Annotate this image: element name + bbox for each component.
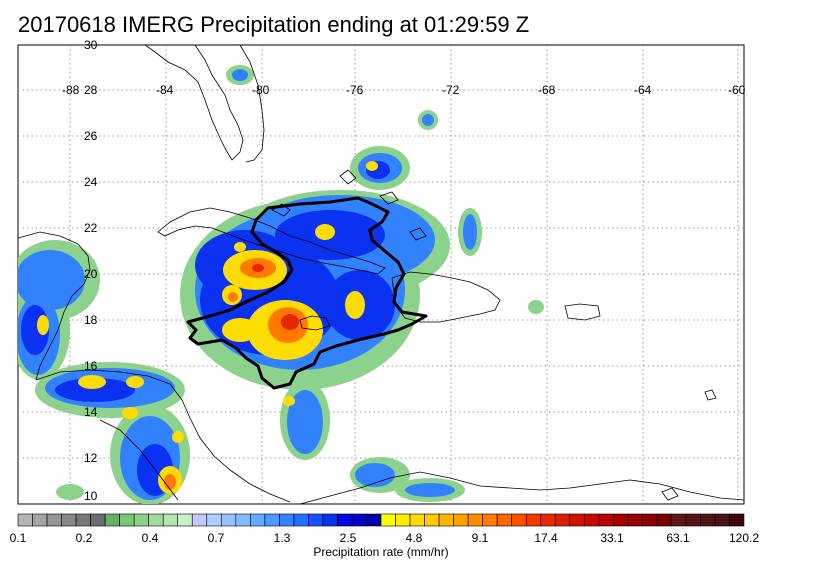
colorbar-swatch — [467, 513, 483, 527]
highlighted-region-outline — [186, 196, 428, 390]
colorbar-swatch — [46, 513, 62, 527]
colorbar-swatch — [206, 513, 222, 527]
colorbar-swatch — [642, 513, 658, 527]
colorbar-swatch — [496, 513, 512, 527]
colorbar-swatch — [583, 513, 600, 527]
colorbar-swatch — [351, 513, 367, 527]
lon-label: -88 — [62, 83, 80, 97]
colorbar-swatch — [293, 513, 309, 527]
lat-label: 28 — [84, 83, 98, 97]
colorbar-tick-label: 120.2 — [729, 531, 759, 545]
colorbar-swatch — [554, 513, 571, 527]
colorbar-swatch — [279, 513, 295, 527]
lon-label: -84 — [156, 83, 174, 97]
colorbar-swatch — [162, 513, 179, 527]
colorbar-swatch — [627, 513, 643, 527]
lon-label: -76 — [346, 83, 364, 97]
colorbar-tick-label: 63.1 — [666, 531, 690, 545]
colorbar-tick-label: 1.3 — [274, 531, 291, 545]
colorbar-swatch — [395, 513, 411, 527]
colorbar-title: Precipitation rate (mm/hr) — [313, 545, 448, 559]
colorbar-tick-label: 0.4 — [142, 531, 159, 545]
colorbar-swatch — [104, 513, 120, 527]
lat-label: 18 — [84, 313, 98, 327]
colorbar-swatch — [322, 513, 338, 527]
colorbar-swatch — [700, 513, 716, 527]
colorbar-swatch — [613, 513, 629, 527]
colorbar-tick-label: 0.7 — [208, 531, 225, 545]
colorbar-swatch — [438, 513, 454, 527]
colorbar-swatch — [191, 513, 208, 527]
lat-label: 30 — [84, 38, 98, 52]
colorbar-swatch — [366, 513, 382, 527]
colorbar-swatch — [540, 513, 556, 527]
lon-label: -64 — [634, 83, 652, 97]
lat-label: 12 — [84, 451, 98, 465]
longitude-labels: -88 -84 -80 -76 -72 -68 -64 -60 — [62, 83, 746, 97]
colorbar-swatch — [380, 513, 396, 527]
colorbar-tick-label: 33.1 — [600, 531, 624, 545]
lon-label: -68 — [538, 83, 556, 97]
lat-label: 14 — [84, 405, 98, 419]
colorbar-swatch — [569, 513, 585, 527]
colorbar-swatch — [656, 513, 672, 527]
colorbar-tick-label: 0.2 — [76, 531, 93, 545]
colorbar-tick-label: 9.1 — [472, 531, 489, 545]
colorbar-swatch — [525, 513, 542, 527]
lat-label: 22 — [84, 221, 98, 235]
latitude-labels: 30 28 26 24 22 20 18 16 14 12 10 — [84, 38, 98, 503]
colorbar-swatch — [148, 513, 164, 527]
colorbar-swatch — [598, 513, 614, 527]
lat-label: 24 — [84, 175, 98, 189]
colorbar-swatch — [482, 513, 498, 527]
lon-label: -60 — [728, 83, 746, 97]
colorbar-labels: 0.1 0.2 0.4 0.7 1.3 2.5 4.8 9.1 17.4 33.1 63.1 120.… — [10, 531, 760, 545]
colorbar-swatch — [671, 513, 687, 527]
lat-label: 10 — [84, 489, 98, 503]
colorbar-swatch — [177, 513, 193, 527]
map-title: 20170618 IMERG Precipitation ending at 0… — [18, 12, 530, 37]
colorbar-swatch — [714, 513, 730, 527]
colorbar-tick-label: 17.4 — [534, 531, 558, 545]
colorbar-swatch — [250, 513, 266, 527]
colorbar-swatch — [264, 513, 280, 527]
colorbar-swatch — [32, 513, 48, 527]
lon-label: -72 — [442, 83, 460, 97]
colorbar-swatch — [220, 513, 237, 527]
colorbar-swatch — [511, 513, 527, 527]
colorbar-swatch — [409, 513, 425, 527]
colorbar-tick-label: 2.5 — [340, 531, 357, 545]
colorbar-swatch — [235, 513, 251, 527]
colorbar-swatch — [424, 513, 440, 527]
colorbar-tick-label: 4.8 — [406, 531, 423, 545]
lat-label: 20 — [84, 267, 98, 281]
lon-label: -80 — [252, 83, 270, 97]
lat-label: 26 — [84, 129, 98, 143]
colorbar-swatch — [685, 513, 701, 527]
colorbar-swatch — [119, 513, 135, 527]
colorbar-swatch — [729, 513, 745, 527]
colorbar-swatch — [308, 513, 324, 527]
colorbar-swatch — [337, 513, 353, 527]
lat-label: 16 — [84, 359, 98, 373]
colorbar-swatch — [17, 513, 33, 527]
colorbar-swatch — [75, 513, 91, 527]
colorbar-swatch — [61, 513, 77, 527]
colorbar-swatch — [133, 513, 149, 527]
colorbar-tick-label: 0.1 — [10, 531, 27, 545]
colorbar-swatch — [90, 513, 106, 527]
colorbar — [17, 513, 745, 527]
colorbar-swatch — [453, 513, 469, 527]
